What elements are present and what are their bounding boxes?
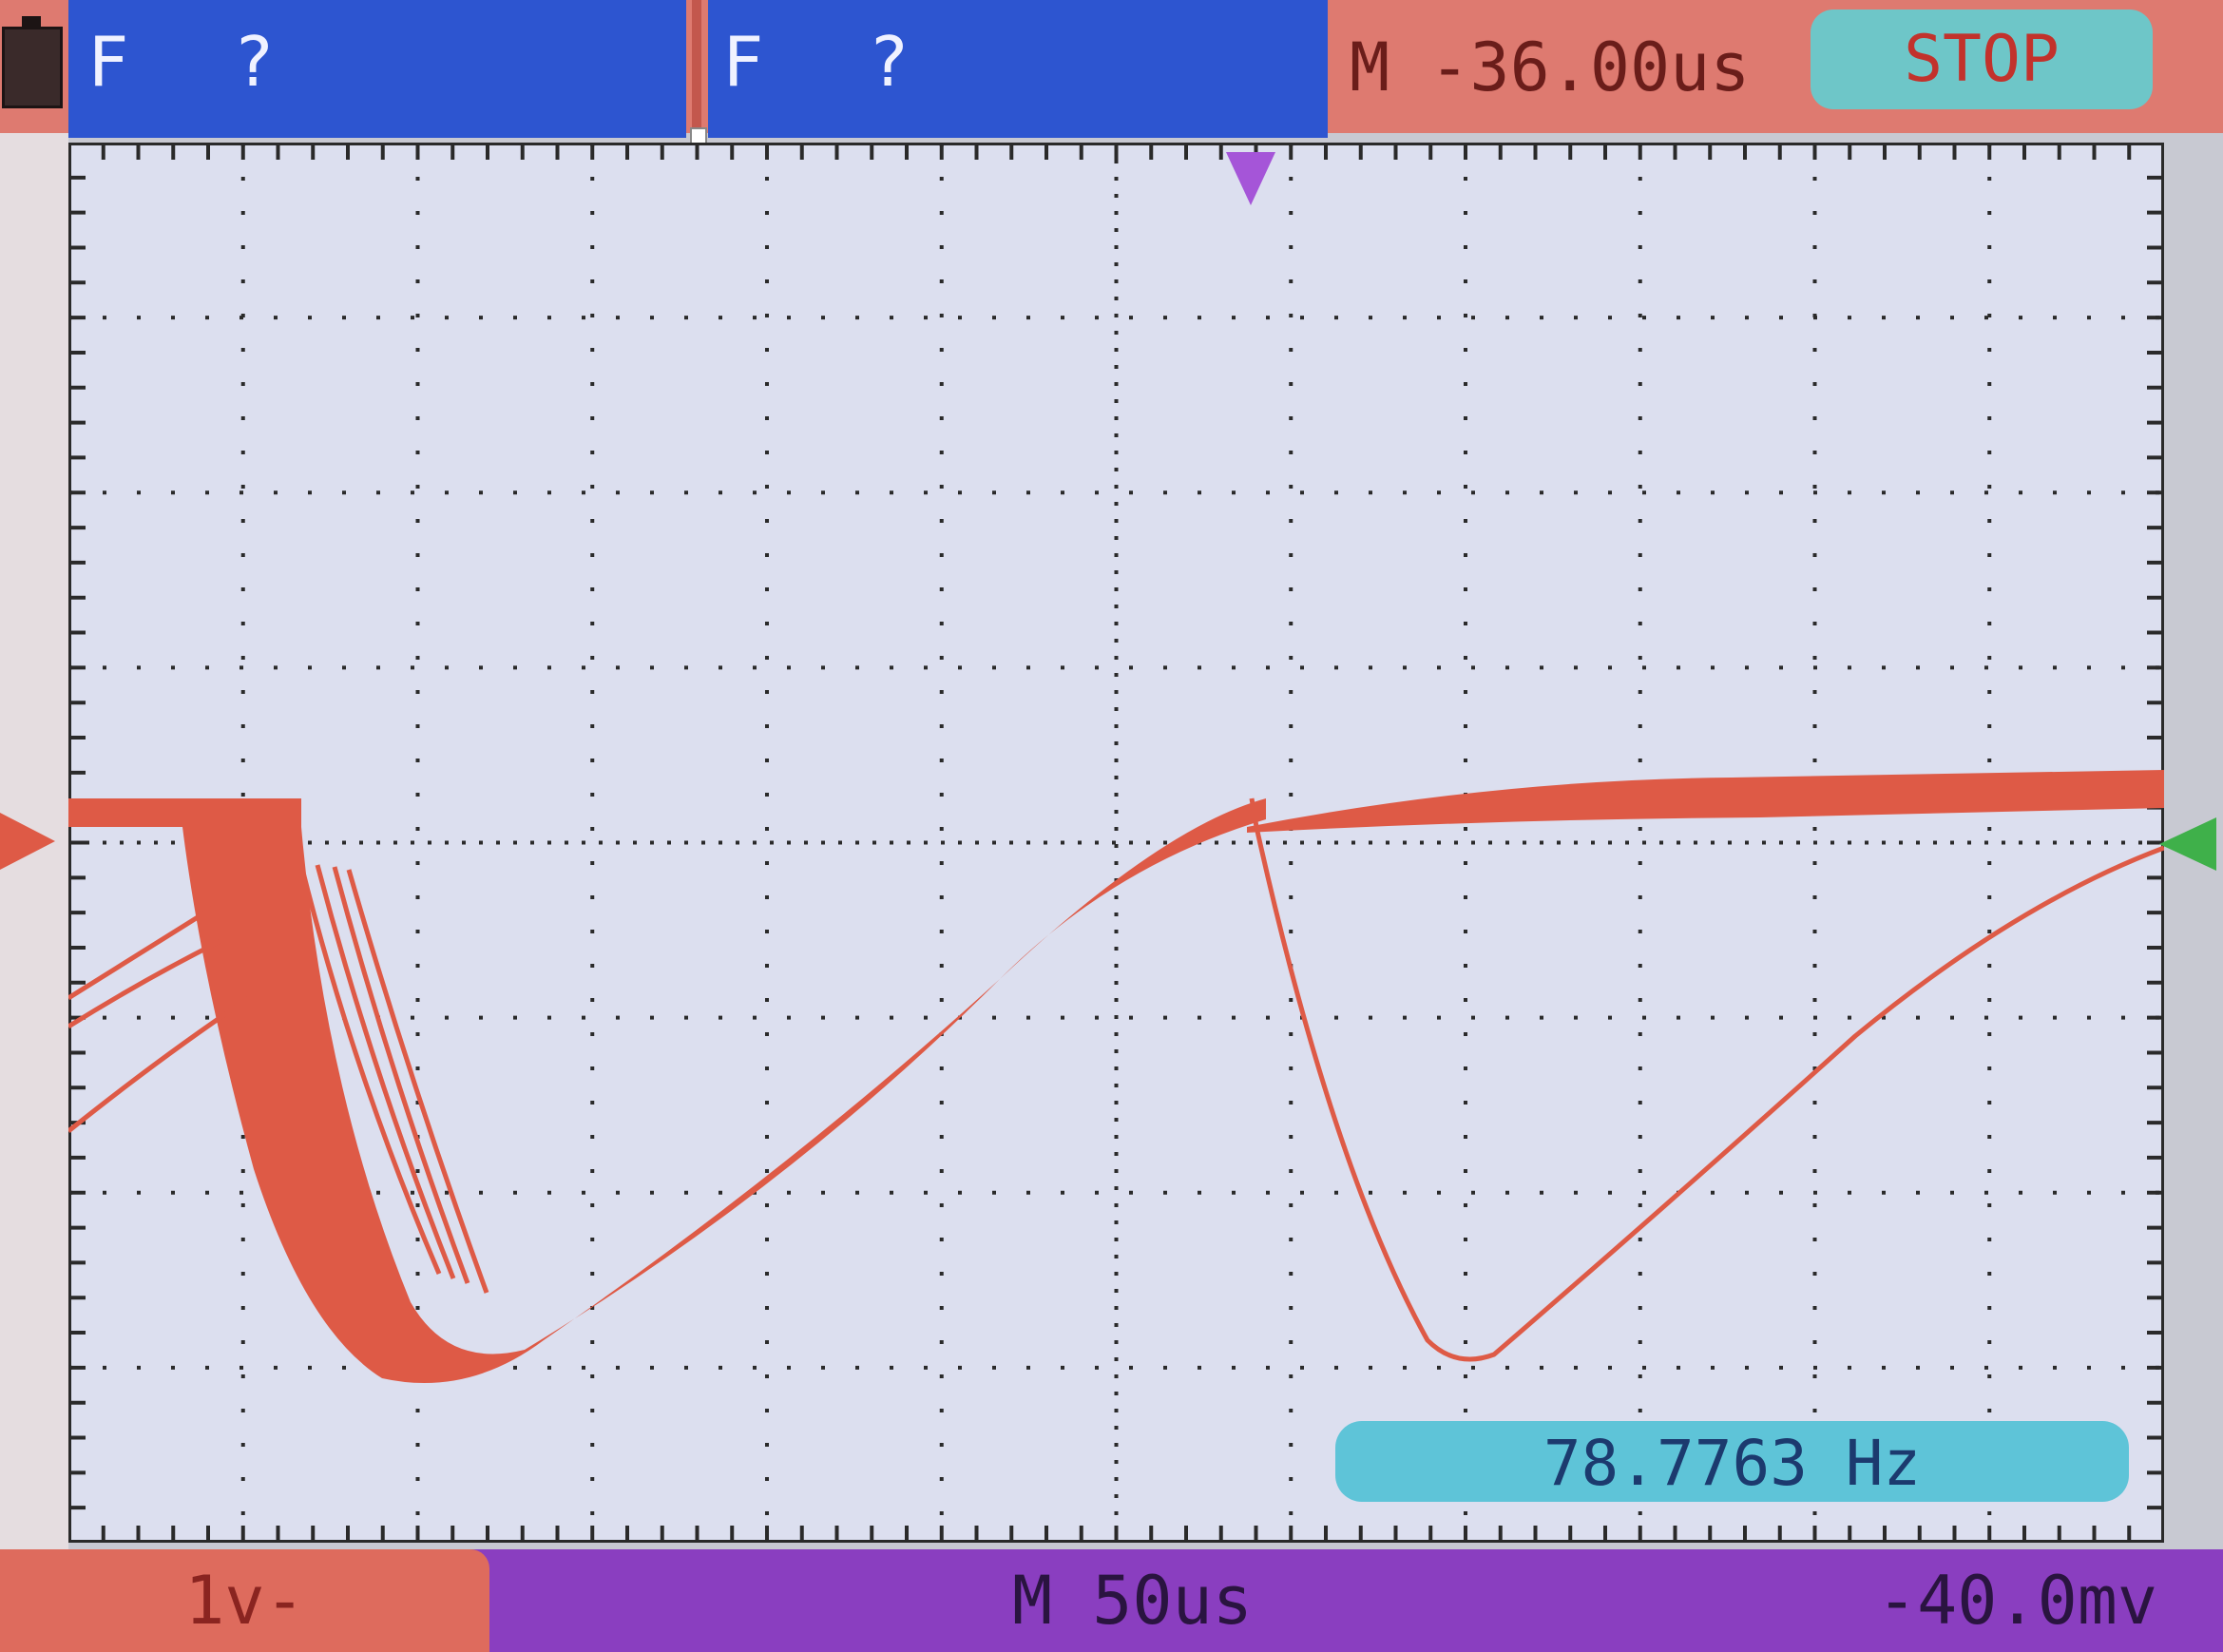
trace-persist xyxy=(68,938,222,1029)
trace-persist xyxy=(68,995,251,1133)
trace-band xyxy=(68,798,1266,1383)
ch2-measure-value: ? xyxy=(868,22,910,102)
trace-persist xyxy=(332,866,470,1284)
horizontal-position-readout: M -36.00us xyxy=(1350,29,1751,106)
waveform-graticule xyxy=(68,143,2164,1543)
ch2-measure-label: F xyxy=(722,22,764,102)
ch1-scale-readout[interactable]: 1v- xyxy=(0,1549,489,1652)
trigger-position-marker-icon[interactable] xyxy=(1226,152,1275,205)
trace-latest xyxy=(1249,797,2164,1362)
timebase-readout[interactable]: M 50us xyxy=(1012,1562,1253,1640)
trace-persist xyxy=(346,869,489,1294)
run-stop-button[interactable]: STOP xyxy=(1811,10,2153,109)
trigger-level-marker-icon[interactable] xyxy=(2159,817,2216,871)
ch1-measure-panel[interactable]: F? xyxy=(68,0,686,138)
panel-divider xyxy=(692,0,701,141)
ch1-ground-marker-icon[interactable] xyxy=(0,813,55,870)
battery-icon xyxy=(2,16,63,108)
trace-persist xyxy=(298,864,442,1275)
ch1-measure-label: F xyxy=(87,22,129,102)
ch2-measure-panel[interactable]: F? xyxy=(708,0,1328,138)
ch1-measure-value: ? xyxy=(233,22,275,102)
frequency-readout: 78.7763 Hz xyxy=(1335,1421,2129,1502)
waveform-display xyxy=(68,143,2164,1543)
trigger-level-readout[interactable]: -40.0mv xyxy=(1877,1562,2158,1640)
trace-persist xyxy=(68,900,222,1001)
trace-settled-band xyxy=(1247,770,2164,833)
trace-persist xyxy=(315,864,456,1279)
